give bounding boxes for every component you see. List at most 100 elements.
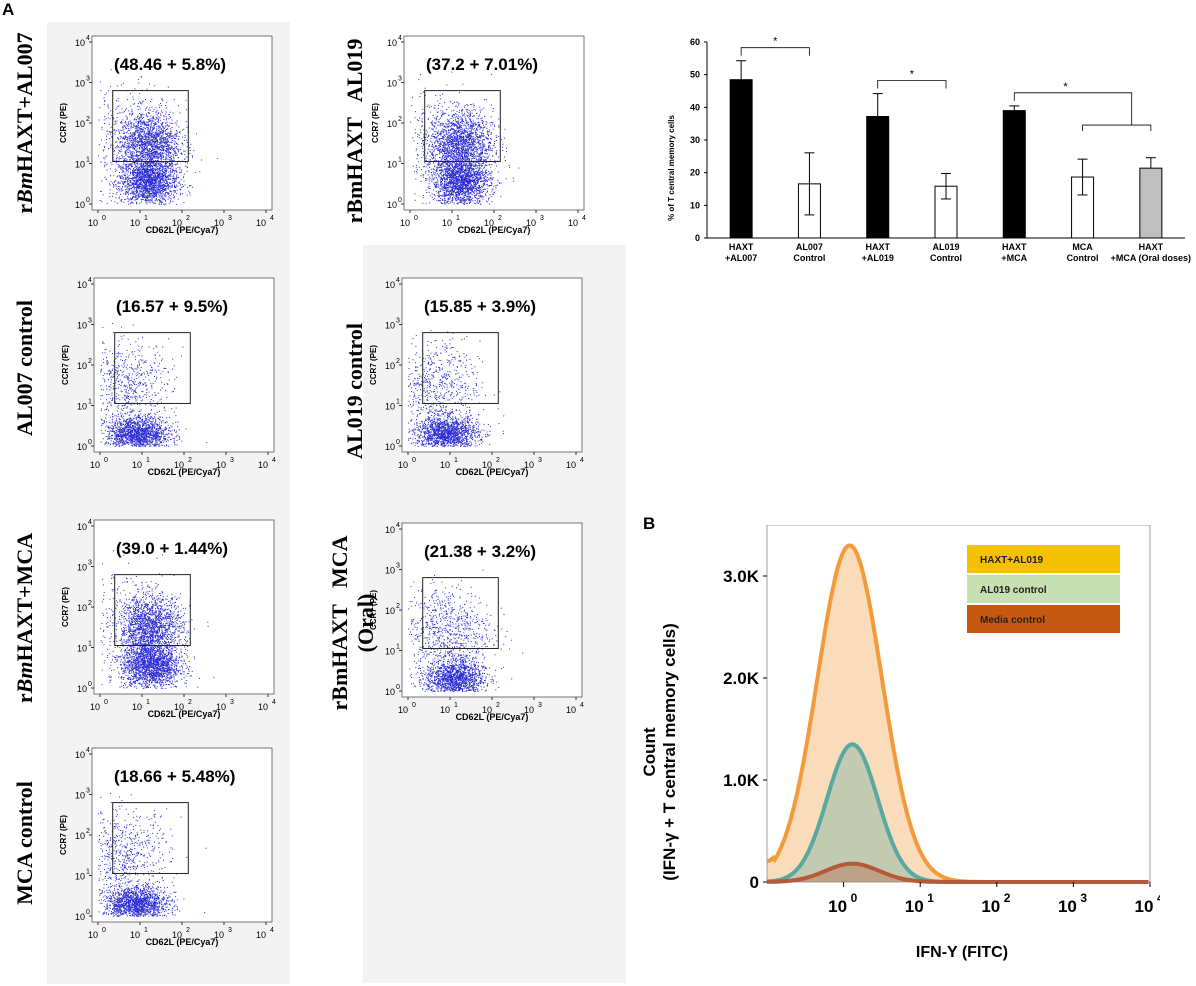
flow-dot [148,118,150,120]
flow-dot [167,138,169,140]
flow-dot [160,181,162,183]
flow-dot [172,156,174,158]
flow-dot [154,178,156,180]
flow-dot [143,174,145,175]
flow-dot [136,185,138,187]
flow-dot [149,148,150,150]
flow-dot [146,116,148,118]
flow-dot [134,183,136,185]
flow-dot [464,183,466,185]
flow-dot [151,201,153,203]
flow-dot [138,173,140,175]
flow-dot [154,150,156,152]
flow-dot [186,170,188,172]
flow-dot [468,156,470,158]
flow-dot [457,196,459,198]
flow-dot [130,138,132,140]
flow-dot [175,146,177,148]
flow-dot [454,165,456,167]
flow-dot [446,158,448,160]
flow-dot [153,141,155,143]
flow-dot [160,139,162,141]
flow-dot [142,178,144,180]
flow-dot [124,146,126,147]
flow-dot [145,190,147,192]
flow-dot [474,171,476,173]
flow-dot [163,185,165,187]
flow-dot [133,190,135,192]
flow-dot [124,111,125,113]
flow-dot [134,117,136,119]
flow-dot [150,135,152,137]
flow-dot [157,185,159,186]
flow-dot [151,136,153,138]
flow-dot [132,153,134,155]
flow-dot [161,112,163,114]
flow-dot [133,145,135,147]
flow-dot [170,161,172,163]
flow-dot [478,176,480,178]
flow-dot [444,174,446,176]
flow-dot [145,187,147,189]
flow-dot [141,175,143,177]
flow-dot [147,190,149,192]
flow-dot [167,165,169,167]
flow-dot [172,184,173,186]
flow-dot [144,135,146,137]
flow-dot [152,170,154,172]
flow-dot [144,147,145,149]
flow-dot [455,180,457,182]
flow-dot [441,195,443,197]
flow-dot [166,118,167,120]
flow-dot [132,169,134,171]
flow-dot [172,169,174,171]
flow-dot [144,187,146,189]
flow-dot [492,177,494,179]
flow-dot [145,171,147,173]
flow-dot [130,144,132,146]
flow-dot [156,153,158,155]
flow-dot [115,184,117,186]
flow-dot [159,185,161,187]
flow-dot [458,181,460,182]
flow-dot [165,189,167,191]
flow-dot [140,165,142,167]
flow-dot [135,138,137,140]
flow-dot [175,142,177,144]
flow-dot [117,163,119,165]
flow-dot [137,140,139,142]
flow-dot [139,116,141,118]
flow-y-tick-exp: 4 [86,35,90,42]
flow-dot [172,194,174,196]
flow-dot [153,196,155,198]
flow-dot [116,192,118,193]
flow-dot [461,169,463,170]
flow-dot [104,100,105,102]
flow-dot [133,192,135,194]
flow-dot [162,140,164,142]
flow-dot [159,183,160,185]
flow-dot [107,117,109,119]
flow-dot [143,148,145,150]
flow-dot [135,154,137,156]
flow-dot [428,183,430,185]
flow-dot [142,148,144,150]
flow-dot [168,192,170,194]
flow-dot [177,185,179,187]
flow-dot [121,200,122,202]
flow-dot [455,179,457,181]
flow-dot [136,165,138,167]
flow-dot [141,158,143,160]
flow-dot [155,122,157,124]
flow-dot [180,188,182,190]
flow-dot [140,194,142,196]
flow-dot [156,140,158,141]
flow-dot [446,170,448,172]
flow-dot [149,164,151,166]
flow-dot [183,202,185,204]
flow-dot [440,169,442,170]
flow-dot [457,191,459,193]
flow-dot [130,177,132,179]
flow-dot [130,156,132,158]
flow-dot [184,150,186,152]
